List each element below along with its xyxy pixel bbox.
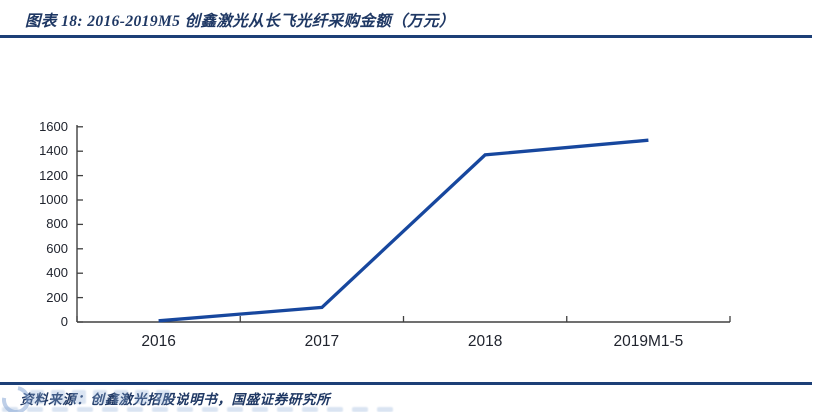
x-category-label: 2016 <box>141 333 176 350</box>
figure-title: 图表 18: 2016-2019M5 创鑫激光从长飞光纤采购金额（万元） <box>25 13 455 30</box>
x-category-label: 2019M1-5 <box>613 333 684 350</box>
y-tick-label: 1400 <box>39 143 68 159</box>
y-tick-label: 600 <box>46 240 68 256</box>
bottom-rule <box>0 382 812 385</box>
y-tick-label: 800 <box>46 216 68 232</box>
y-tick-label: 400 <box>46 265 68 281</box>
top-rule <box>0 35 812 38</box>
source-note: 资料来源：创鑫激光招股说明书，国盛证券研究所 <box>20 392 331 407</box>
y-tick-label: 1200 <box>39 167 68 183</box>
x-category-label: 2017 <box>304 333 340 350</box>
y-tick-label: 200 <box>46 289 68 305</box>
y-tick-label: 0 <box>60 314 68 329</box>
series-line <box>158 138 649 323</box>
x-category-label: 2018 <box>467 333 503 350</box>
y-tick-label: 1000 <box>39 192 68 207</box>
y-tick-label: 1600 <box>39 118 68 134</box>
